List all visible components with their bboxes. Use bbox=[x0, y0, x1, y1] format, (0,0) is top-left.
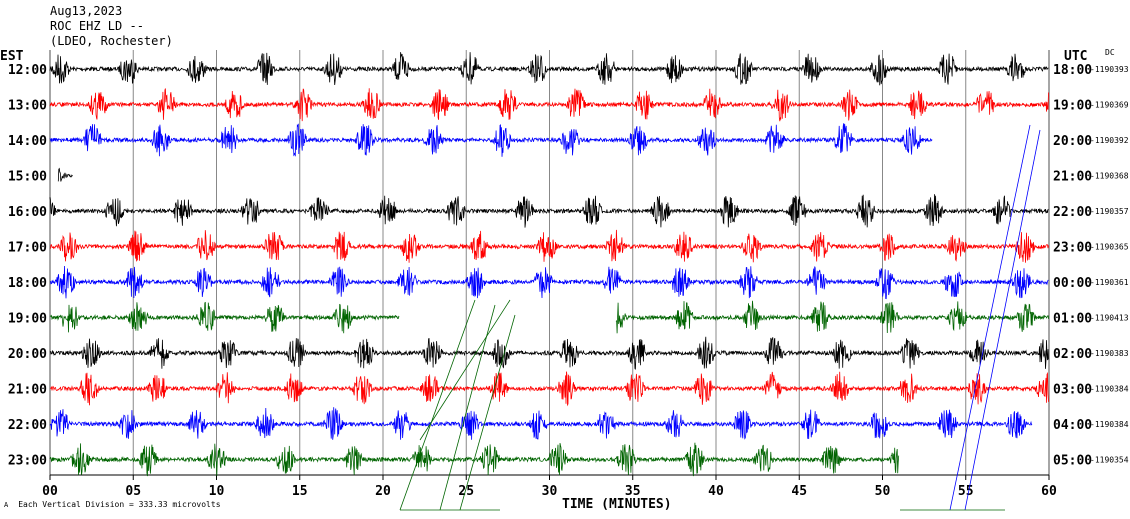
seismic-trace bbox=[49, 265, 1049, 300]
utc-time-label: 00:00 bbox=[1053, 276, 1092, 291]
utc-axis-label: UTC bbox=[1064, 49, 1087, 64]
x-tick-label: 45 bbox=[791, 484, 807, 499]
est-time-label: 14:00 bbox=[8, 134, 47, 149]
x-tick-label: 25 bbox=[458, 484, 474, 499]
est-time-label: 19:00 bbox=[8, 312, 47, 327]
dc-offset-label: -1190357 bbox=[1090, 207, 1129, 216]
est-axis-label: EST bbox=[0, 49, 24, 64]
utc-time-label: 04:00 bbox=[1053, 418, 1092, 433]
artifact-line bbox=[439, 304, 496, 511]
x-tick-label: 15 bbox=[292, 484, 308, 499]
dc-offset-label: -1190384 bbox=[1090, 420, 1129, 429]
seismic-trace bbox=[49, 88, 1049, 122]
dc-offset-label: -1190361 bbox=[1090, 278, 1129, 287]
x-tick-label: 35 bbox=[625, 484, 641, 499]
x-tick-label: 00 bbox=[42, 484, 58, 499]
est-time-label: 13:00 bbox=[8, 99, 47, 114]
scale-note: A Each Vertical Division = 333.33 microvo… bbox=[4, 500, 221, 509]
seismic-trace bbox=[615, 300, 1050, 334]
utc-time-label: 19:00 bbox=[1053, 99, 1092, 114]
seismic-trace bbox=[49, 442, 900, 477]
seismic-trace bbox=[49, 371, 1049, 407]
seismic-trace bbox=[57, 167, 73, 182]
seismic-trace bbox=[49, 229, 1049, 263]
utc-time-label: 18:00 bbox=[1053, 63, 1092, 78]
seismic-trace bbox=[49, 407, 1033, 440]
date-label: Aug13,2023 bbox=[50, 4, 123, 18]
utc-time-label: 22:00 bbox=[1053, 205, 1092, 220]
est-time-label: 16:00 bbox=[8, 205, 47, 220]
est-time-label: 12:00 bbox=[8, 63, 47, 78]
artifact-line bbox=[399, 299, 476, 511]
dc-offset-label: -1190365 bbox=[1090, 243, 1129, 252]
seismic-trace bbox=[49, 194, 1049, 228]
dc-offset-label: -1190392 bbox=[1090, 136, 1129, 145]
utc-time-label: 05:00 bbox=[1053, 454, 1092, 469]
dc-offset-label: -1190368 bbox=[1090, 172, 1129, 181]
x-tick-label: 55 bbox=[958, 484, 974, 499]
x-tick-label: 50 bbox=[875, 484, 891, 499]
artifact-line bbox=[459, 314, 516, 511]
x-tick-label: 30 bbox=[542, 484, 558, 499]
dc-offset-label: -1190354 bbox=[1090, 456, 1129, 465]
x-axis-label: TIME (MINUTES) bbox=[562, 497, 672, 512]
corner-mark: A bbox=[4, 501, 9, 509]
dc-offset-label: -1190413 bbox=[1090, 314, 1129, 323]
utc-time-label: 23:00 bbox=[1053, 241, 1092, 256]
x-tick-label: 60 bbox=[1041, 484, 1057, 499]
seismic-trace bbox=[49, 336, 1049, 370]
est-time-label: 17:00 bbox=[8, 241, 47, 256]
utc-time-label: 03:00 bbox=[1053, 383, 1092, 398]
artifact-line bbox=[419, 299, 511, 441]
station-label: ROC EHZ LD -- bbox=[50, 19, 144, 33]
x-tick-label: 05 bbox=[125, 484, 141, 499]
artifact-line bbox=[964, 129, 1041, 511]
network-label: (LDEO, Rochester) bbox=[50, 34, 173, 48]
x-tick-label: 40 bbox=[708, 484, 724, 499]
dc-offset-label: -1190384 bbox=[1090, 385, 1129, 394]
artifact-line bbox=[949, 124, 1031, 511]
dc-header: DC bbox=[1105, 48, 1115, 57]
dc-offset-label: -1190393 bbox=[1090, 65, 1129, 74]
x-tick-label: 10 bbox=[209, 484, 225, 499]
est-time-label: 18:00 bbox=[8, 276, 47, 291]
utc-time-label: 01:00 bbox=[1053, 312, 1092, 327]
dc-offset-label: -1190369 bbox=[1090, 101, 1129, 110]
est-time-label: 15:00 bbox=[8, 170, 47, 185]
utc-time-label: 20:00 bbox=[1053, 134, 1092, 149]
seismic-trace bbox=[49, 123, 933, 157]
seismic-trace bbox=[49, 52, 1049, 86]
est-time-label: 22:00 bbox=[8, 418, 47, 433]
seismic-trace bbox=[49, 301, 400, 334]
est-time-label: 23:00 bbox=[8, 454, 47, 469]
utc-time-label: 21:00 bbox=[1053, 170, 1092, 185]
x-tick-label: 20 bbox=[375, 484, 391, 499]
dc-offset-label: -1190383 bbox=[1090, 349, 1129, 358]
est-time-label: 21:00 bbox=[8, 383, 47, 398]
est-time-label: 20:00 bbox=[8, 347, 47, 362]
utc-time-label: 02:00 bbox=[1053, 347, 1092, 362]
